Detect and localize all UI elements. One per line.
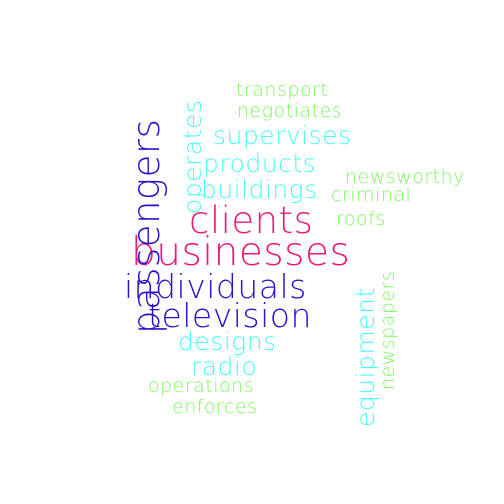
word-negotiates: negotiates	[237, 100, 343, 122]
word-clients: clients	[189, 199, 314, 242]
word-criminal: criminal	[331, 184, 412, 206]
word-radio: radio	[191, 352, 258, 381]
word-designs: designs	[178, 327, 277, 356]
word-television: television	[148, 296, 312, 335]
word-businesses: businesses	[131, 230, 351, 275]
word-transport: transport	[236, 79, 329, 101]
word-equipment: equipment	[351, 287, 380, 427]
word-newspapers: newspapers	[377, 270, 399, 390]
word-passengers: passengers	[125, 118, 168, 334]
word-roofs: roofs	[336, 208, 386, 230]
word-enforces: enforces	[172, 396, 258, 418]
word-products: products	[203, 149, 317, 178]
word-buildings: buildings	[201, 175, 318, 204]
word-newsworthy: newsworthy	[345, 166, 465, 188]
word-supervises: supervises	[213, 121, 352, 150]
word-operates: operates	[178, 99, 207, 214]
word-individuals: individuals	[124, 267, 307, 306]
word-operations: operations	[148, 375, 255, 397]
